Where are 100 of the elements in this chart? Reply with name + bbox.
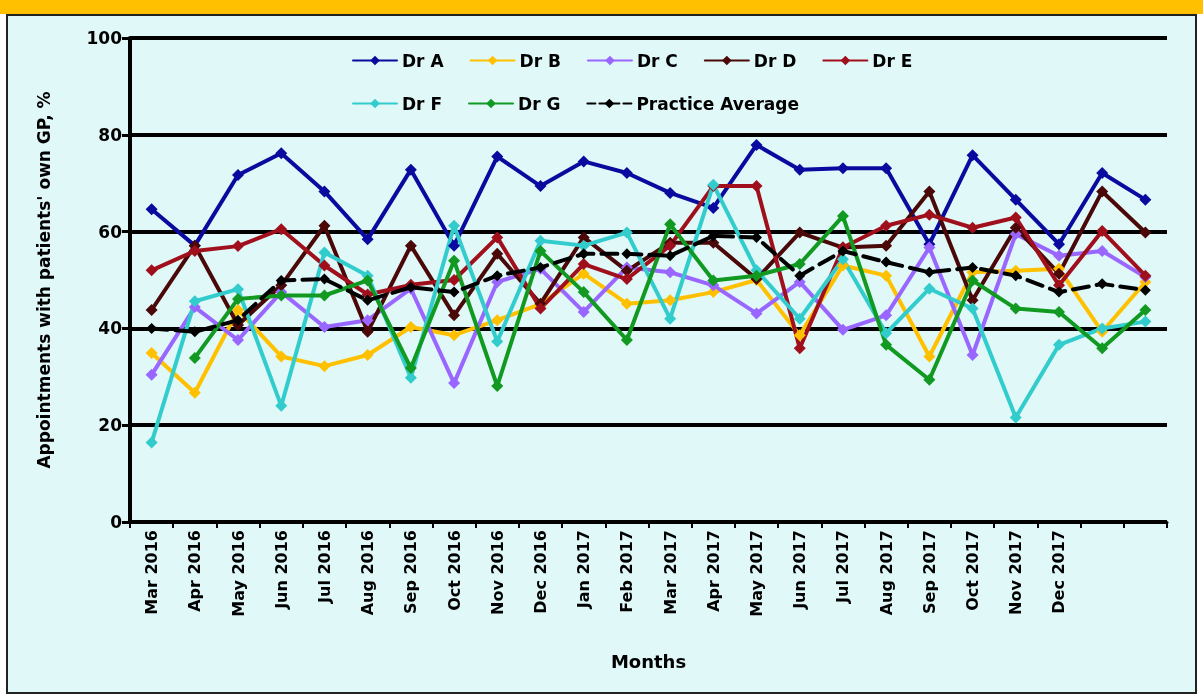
point	[620, 334, 633, 347]
point	[448, 254, 461, 267]
x-tick-label: Apr 2016	[185, 530, 205, 612]
point	[966, 302, 979, 315]
point	[1139, 284, 1151, 296]
point	[880, 219, 893, 232]
point	[534, 234, 547, 247]
point	[232, 168, 245, 181]
point	[404, 320, 417, 333]
point	[145, 436, 158, 449]
point	[1096, 167, 1109, 180]
legend-label: Dr D	[753, 50, 797, 71]
point	[318, 219, 331, 232]
point	[923, 266, 935, 278]
legend-label: Dr G	[518, 93, 561, 114]
point	[404, 163, 417, 176]
point	[318, 185, 331, 198]
x-tick-label: Feb 2017	[617, 530, 637, 613]
x-axis-title: Months	[610, 650, 687, 672]
point	[361, 233, 374, 246]
y-tick-label: 40	[98, 318, 123, 339]
point	[966, 274, 979, 287]
point	[794, 270, 806, 282]
point	[1009, 193, 1022, 206]
point	[361, 325, 374, 338]
point	[1052, 267, 1065, 280]
point	[275, 350, 288, 363]
point	[923, 373, 936, 386]
point	[1010, 270, 1022, 282]
point	[189, 326, 201, 338]
x-tick-label: Jan 2017	[574, 530, 594, 610]
point	[707, 201, 720, 214]
point	[1096, 185, 1109, 198]
point	[362, 294, 374, 306]
x-tick-label: Oct 2016	[444, 530, 464, 611]
point	[404, 239, 417, 252]
point	[750, 269, 763, 282]
y-tick-label: 0	[110, 512, 123, 532]
point	[534, 180, 547, 193]
point	[880, 162, 893, 175]
x-tick-label: Jul 2017	[833, 530, 853, 604]
point	[145, 368, 158, 381]
x-tick-label: Dec 2017	[1049, 530, 1069, 614]
point	[577, 305, 590, 318]
point	[1009, 411, 1022, 424]
x-tick-label: Jun 2017	[790, 530, 810, 610]
point	[318, 360, 331, 373]
point	[793, 226, 806, 239]
point	[880, 338, 893, 351]
point	[448, 274, 461, 286]
point	[793, 312, 806, 325]
point	[923, 185, 936, 198]
point	[923, 282, 936, 295]
y-tick-label: 20	[98, 415, 123, 436]
point	[1096, 244, 1109, 257]
point	[837, 245, 849, 257]
point	[880, 269, 893, 282]
x-tick-label: Nov 2016	[487, 530, 507, 615]
point	[318, 259, 331, 272]
point	[361, 314, 374, 327]
point	[404, 362, 417, 375]
point	[664, 186, 677, 199]
point	[145, 304, 158, 317]
legend-label: Practice Average	[636, 93, 799, 114]
point	[448, 377, 461, 390]
point	[448, 239, 461, 252]
x-tick-label: May 2017	[747, 530, 767, 617]
point	[1009, 221, 1022, 234]
x-tick-label: Mar 2016	[142, 530, 162, 615]
point	[880, 309, 893, 322]
point	[361, 349, 374, 362]
point	[664, 294, 677, 307]
point	[448, 329, 461, 342]
point	[1009, 302, 1022, 315]
point	[923, 350, 936, 363]
point	[1096, 278, 1108, 290]
point	[836, 323, 849, 336]
point	[836, 210, 849, 223]
x-tick-label: Sep 2016	[401, 530, 421, 614]
x-tick-label: Sep 2017	[919, 530, 939, 614]
x-tick-label: Dec 2016	[530, 530, 550, 614]
y-axis-title: Appointments with patients' own GP, %	[33, 91, 54, 469]
y-tick-label: 100	[86, 28, 123, 48]
point	[188, 351, 201, 364]
x-tick-label: Aug 2017	[876, 530, 896, 616]
point	[1009, 211, 1022, 224]
point	[966, 149, 979, 162]
x-tick-label: May 2016	[228, 530, 248, 617]
point	[577, 267, 590, 280]
point	[448, 309, 461, 322]
point	[880, 327, 893, 340]
point	[491, 335, 504, 348]
point	[188, 244, 201, 257]
x-tick-label: Jun 2016	[271, 530, 291, 610]
point	[793, 258, 806, 271]
point	[620, 273, 633, 286]
point	[491, 247, 504, 260]
point	[491, 150, 504, 163]
point	[664, 266, 677, 279]
point	[577, 286, 590, 299]
